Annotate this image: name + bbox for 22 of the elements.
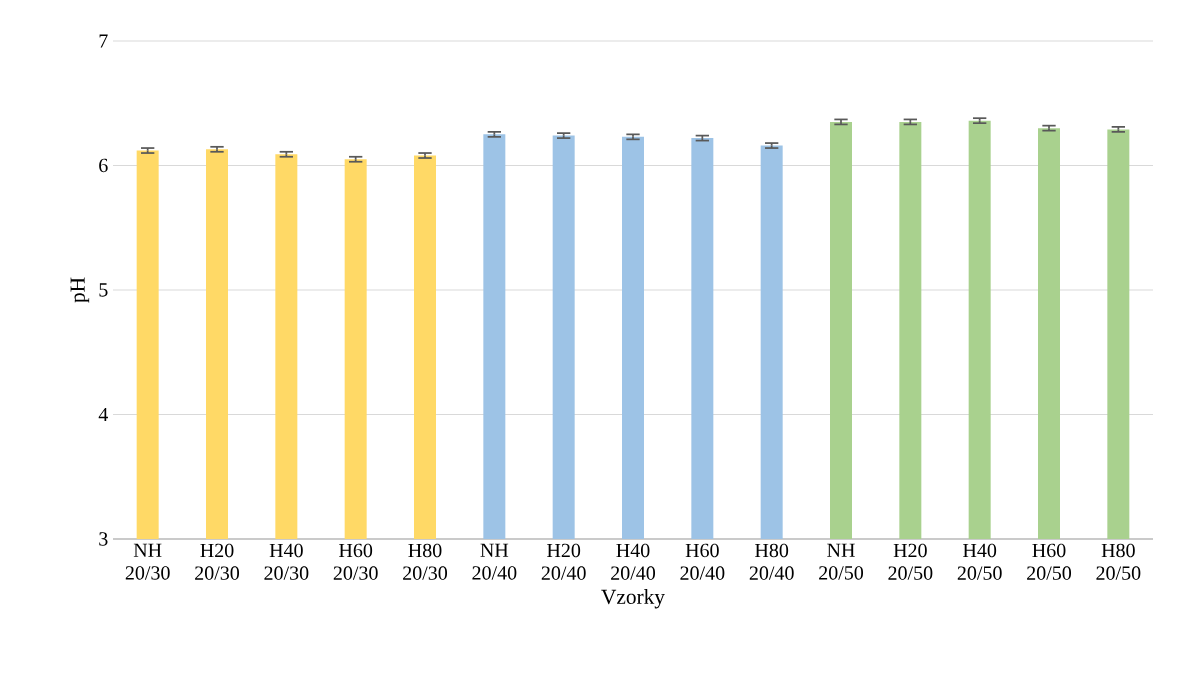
x-tick-label: H20 20/30 (195, 543, 240, 580)
x-tick-label: H80 20/50 (1096, 543, 1141, 580)
x-tick-label: H60 20/40 (680, 543, 725, 580)
x-tick-label: H40 20/50 (957, 543, 1002, 580)
x-tick-label: H80 20/40 (749, 543, 794, 580)
x-tick-label: H60 20/50 (1027, 543, 1072, 580)
x-tick-label: H40 20/40 (611, 543, 656, 580)
y-tick-label: 3 (99, 532, 108, 546)
x-tick-label: H40 20/30 (264, 543, 309, 580)
y-axis-title: pH (70, 277, 90, 303)
x-axis-title: Vzorky (601, 589, 665, 609)
x-tick-label: NH 20/30 (125, 543, 170, 580)
x-tick-label: H20 20/40 (541, 543, 586, 580)
y-tick-label: 6 (99, 158, 108, 173)
x-tick-label: H80 20/30 (403, 543, 448, 580)
y-tick-label: 7 (99, 34, 108, 48)
x-tick-label: H20 20/50 (888, 543, 933, 580)
y-tick-label: 5 (99, 283, 108, 297)
x-tick-label: H60 20/30 (333, 543, 378, 580)
x-tick-label: NH 20/40 (472, 543, 517, 580)
y-tick-label: 4 (98, 407, 108, 422)
x-tick-label: NH 20/50 (819, 543, 864, 580)
